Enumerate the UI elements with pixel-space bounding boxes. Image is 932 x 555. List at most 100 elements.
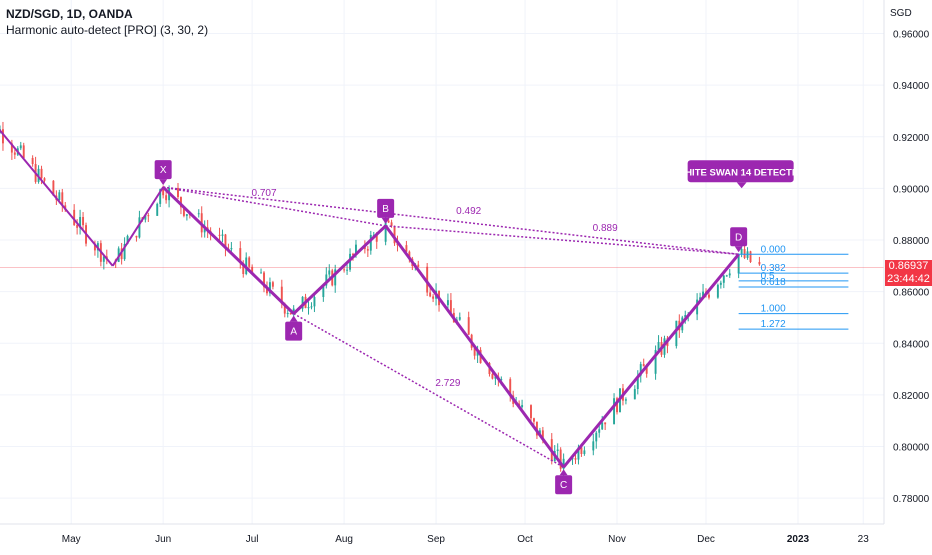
candle-body (76, 224, 79, 228)
candle-body (286, 313, 289, 315)
candle-body (289, 313, 292, 315)
harmonic-pattern: 0.707 0.492 0.889 2.729 X A B C D WHITE SWAN 14 D… (0, 128, 805, 495)
candle-body (417, 264, 420, 267)
candle-body (728, 273, 731, 276)
leg-line (562, 253, 740, 469)
candle-body (393, 225, 396, 244)
candle-body (343, 269, 346, 271)
banner-text: WHITE SWAN 14 DETECTED (676, 167, 805, 178)
x-tick-label: 2023 (787, 534, 810, 545)
candle-body (283, 303, 286, 314)
point-label-box (555, 475, 573, 495)
candle-body (10, 143, 13, 153)
x-tick-label: Oct (517, 534, 533, 545)
last-price-badge: 0.86937 23:44:42 (885, 260, 932, 287)
candle-body (31, 158, 34, 165)
point-label-box (285, 321, 303, 341)
x-tick-label: 23 (858, 534, 870, 545)
point-label-text: B (382, 204, 389, 215)
candle-body (500, 379, 503, 381)
candle-body (616, 398, 618, 413)
symbol-title[interactable]: NZD/SGD, 1D, OANDA (6, 7, 133, 21)
indicator-title[interactable]: Harmonic auto-detect [PRO] (3, 30, 2) (6, 23, 209, 37)
candle-body (375, 234, 378, 242)
candle-body (248, 257, 251, 267)
candle-body (292, 308, 295, 315)
candle-body (179, 197, 182, 208)
y-tick-label: 0.78000 (893, 494, 930, 505)
leg-line (162, 186, 295, 315)
candle-body (251, 266, 254, 273)
candle-body (328, 270, 331, 275)
candle-body (743, 249, 746, 258)
candle-body (699, 297, 702, 300)
candle-body (580, 447, 583, 454)
candle-body (239, 248, 242, 264)
candle-body (559, 449, 562, 469)
point-label-text: C (560, 480, 567, 491)
candle-body (268, 282, 271, 294)
leg-line (292, 224, 387, 315)
point-label-pointer (559, 469, 568, 476)
candle-body (405, 245, 408, 252)
point-label-d: D (730, 227, 748, 253)
point-label-x: X (154, 160, 172, 186)
candle-body (595, 432, 598, 442)
fib-label: 0.382 (761, 263, 786, 274)
candle-body (633, 388, 636, 400)
pattern-detected-banner: WHITE SWAN 14 DETECTED (676, 160, 805, 189)
candle-body (390, 222, 393, 226)
candle-body (645, 366, 648, 374)
y-tick-label: 0.80000 (893, 443, 930, 454)
candle-body (426, 266, 429, 293)
candle-body (636, 375, 639, 389)
candle-body (642, 364, 645, 367)
ratio-label: 2.729 (435, 378, 460, 389)
time-axis[interactable]: May Jun Jul Aug Sep Oct Nov Dec 2023 23 (62, 534, 869, 545)
candle-body (203, 227, 206, 233)
candle-body (598, 429, 601, 433)
y-tick-label: 0.92000 (893, 133, 930, 144)
point-label-pointer (734, 246, 743, 253)
candle-body (532, 418, 535, 422)
candle-body (446, 300, 449, 306)
candle-body (266, 287, 268, 294)
candle-body (73, 209, 76, 225)
x-tick-label: Dec (697, 534, 715, 545)
candle-body (182, 207, 185, 216)
y-tick-label: 0.94000 (893, 81, 930, 92)
candle-body (355, 244, 357, 256)
leg-line (384, 224, 565, 469)
candle-body (325, 274, 328, 286)
candle-body (541, 430, 544, 440)
candle-body (722, 275, 725, 283)
candle-body (384, 220, 387, 242)
candle-body (123, 244, 126, 260)
banner-box (687, 160, 794, 183)
candle-body (263, 272, 265, 288)
candle-body (221, 234, 224, 236)
candle-body (185, 214, 188, 216)
candle-body (102, 256, 105, 262)
y-tick-label: 0.90000 (893, 184, 930, 195)
candle-body (79, 217, 82, 228)
fib-label: 1.000 (761, 304, 786, 315)
price-axis[interactable]: SGD 0.78000 0.80000 0.82000 0.84000 0.86000 0.… (890, 8, 930, 505)
candle-body (13, 152, 16, 155)
candle-body (218, 234, 221, 236)
candle-body (224, 234, 227, 249)
candle-body (126, 235, 129, 245)
candle-body (22, 145, 25, 159)
candle-body (310, 306, 313, 308)
point-label-box (377, 198, 395, 218)
candle-body (366, 249, 369, 251)
candle-body (159, 189, 162, 204)
candle-body (556, 449, 559, 451)
candle-body (592, 441, 595, 451)
candle-body (177, 187, 179, 198)
candle-body (737, 254, 740, 274)
candle-body (156, 203, 159, 216)
candle-body (280, 286, 283, 304)
